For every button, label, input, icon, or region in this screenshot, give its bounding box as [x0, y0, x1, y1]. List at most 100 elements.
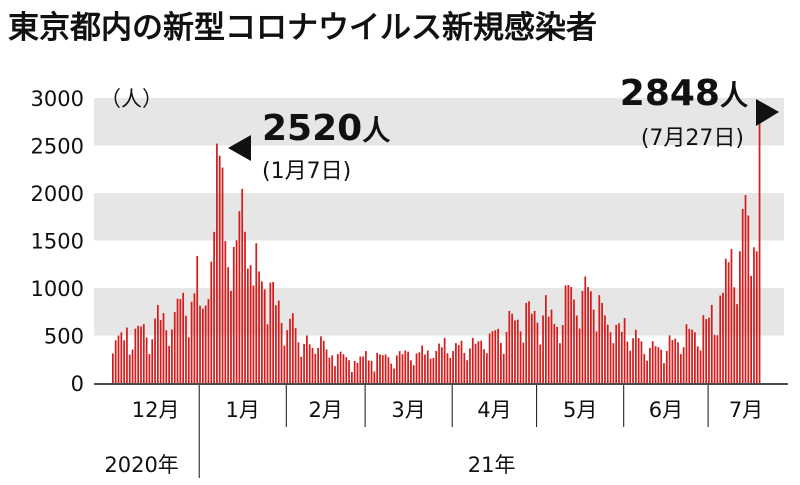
peak-annotation-july: 2848人 (7月27日) — [620, 73, 779, 151]
bar — [207, 299, 210, 383]
bar — [744, 195, 747, 383]
bar — [179, 299, 182, 383]
month-label: 5月 — [563, 398, 597, 422]
bar — [367, 360, 370, 383]
bar — [750, 275, 752, 383]
bar — [401, 354, 404, 383]
bar — [213, 231, 215, 383]
bar — [187, 337, 190, 383]
bar — [508, 310, 511, 383]
bar — [224, 241, 227, 383]
bar — [671, 340, 674, 383]
bar — [140, 326, 142, 383]
bar — [705, 319, 708, 383]
year-label: 21年 — [468, 453, 516, 477]
bar — [356, 362, 359, 383]
y-tick-label: 1000 — [31, 277, 84, 301]
bar — [477, 341, 480, 383]
bar — [488, 333, 491, 383]
bar — [142, 324, 145, 383]
grid-band — [94, 193, 784, 241]
bar — [221, 167, 224, 383]
bar — [261, 281, 263, 383]
peak-annotation-january: 2520人 (1月7日) — [228, 108, 390, 184]
bar — [674, 338, 677, 383]
bar — [190, 301, 193, 383]
bar — [606, 324, 609, 383]
bar — [460, 340, 463, 383]
bar — [418, 352, 421, 383]
bar — [567, 284, 570, 383]
bar — [654, 346, 657, 383]
bar — [131, 349, 134, 383]
bar — [317, 347, 319, 383]
bar — [739, 251, 741, 383]
bar — [722, 292, 724, 383]
bar — [235, 240, 238, 383]
bar — [263, 289, 266, 383]
y-tick-label: 1500 — [31, 230, 84, 254]
bar — [269, 282, 272, 383]
bar — [393, 368, 395, 383]
bar — [353, 360, 356, 383]
bar — [553, 324, 556, 383]
bar — [640, 341, 643, 383]
bar — [294, 328, 297, 383]
y-tick-label: 2500 — [31, 135, 84, 159]
bar — [559, 343, 561, 383]
bar — [438, 343, 440, 383]
bar — [196, 255, 199, 383]
bar — [432, 357, 435, 383]
bar — [716, 335, 719, 383]
bar — [249, 265, 252, 383]
bar — [275, 305, 277, 383]
bar — [511, 313, 513, 383]
bar — [128, 354, 131, 383]
bar — [204, 305, 207, 383]
bar — [469, 348, 471, 383]
bar — [533, 310, 536, 383]
bar — [255, 243, 258, 383]
bar — [435, 350, 438, 383]
bar — [300, 356, 303, 383]
bar — [514, 320, 516, 383]
bar — [494, 330, 497, 383]
bar — [589, 291, 592, 383]
bar — [637, 338, 640, 383]
bar — [216, 143, 218, 383]
bar — [719, 295, 722, 383]
bar — [550, 309, 553, 383]
bar — [755, 251, 758, 383]
bar — [609, 332, 612, 383]
bar — [218, 155, 221, 383]
bar — [266, 324, 269, 383]
bar — [536, 322, 539, 383]
bar — [373, 371, 376, 383]
bar — [412, 365, 415, 383]
bar — [322, 340, 325, 383]
bar — [320, 336, 322, 383]
bar — [114, 340, 117, 383]
bar — [126, 327, 128, 383]
bar — [694, 332, 696, 383]
grid-band — [94, 98, 784, 146]
bar — [730, 249, 733, 383]
bar — [643, 354, 646, 383]
bar — [696, 346, 699, 383]
month-label: 2月 — [309, 398, 343, 422]
bar — [336, 354, 339, 383]
bar — [311, 347, 314, 383]
bar — [708, 317, 710, 383]
bar — [252, 285, 255, 383]
bar — [185, 315, 187, 383]
bar — [308, 344, 311, 383]
bar — [407, 351, 409, 383]
y-axis-unit: （人） — [100, 87, 163, 111]
y-tick-label: 3000 — [31, 87, 84, 111]
month-label: 6月 — [649, 398, 683, 422]
bar — [485, 353, 488, 383]
bar — [457, 345, 460, 383]
bar — [379, 354, 381, 383]
bar — [173, 311, 176, 383]
peak-value-january: 2520人 — [262, 108, 390, 149]
